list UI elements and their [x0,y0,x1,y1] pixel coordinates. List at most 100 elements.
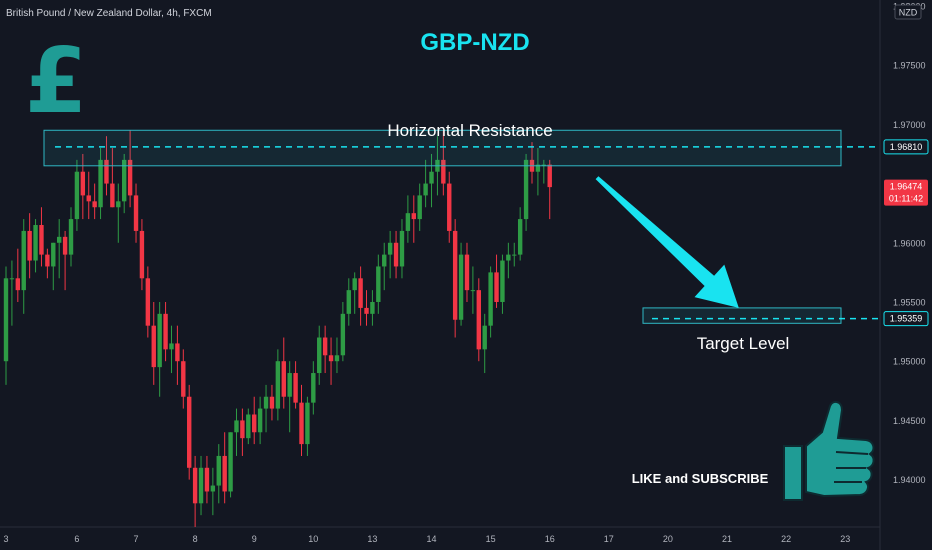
time-tick-label: 9 [252,534,257,544]
candle-body [364,307,369,314]
candle-body [470,290,476,292]
candle-body [340,313,346,356]
candle-body [92,201,97,208]
resistance-zone[interactable] [43,129,842,167]
candle-body [157,313,162,368]
candle-body [181,361,186,397]
arrow-down-right-icon [595,176,739,308]
bar-countdown-text: 01:11:42 [889,194,923,204]
price-tick-label: 1.95000 [893,357,926,367]
candle-body [222,455,227,492]
time-tick-label: 3 [3,534,8,544]
candle-body [547,164,552,188]
time-tick-label: 13 [367,534,377,544]
candle-body [417,195,422,220]
candle-body [68,219,74,255]
candle-body [257,408,263,433]
candle-body [198,467,204,504]
candle-body [506,254,511,261]
price-tick-label: 1.94000 [893,475,926,485]
candle-body [228,432,233,492]
candle-body [39,225,44,255]
candle-body [133,195,139,231]
candle-body [281,361,286,397]
candle-body [275,361,281,409]
candle-body [458,254,464,320]
candle-body [110,183,115,208]
candle-body [387,242,393,255]
candle-body [376,266,381,302]
candle-body [116,201,121,208]
candle-body [51,242,56,267]
time-tick-label: 15 [486,534,496,544]
time-tick-label: 14 [427,534,437,544]
time-tick-label: 7 [134,534,139,544]
time-tick-label: 20 [663,534,673,544]
candle-body [358,278,363,308]
candle-body [423,183,428,196]
candle-body [346,290,351,314]
candle-body [328,355,334,362]
candle-body [494,272,499,302]
price-tick-label: 1.95500 [893,297,926,307]
target-price-tag: 1.95359 [883,311,929,327]
time-tick-label: 16 [545,534,555,544]
candle-body [246,414,251,439]
candle-body [541,164,547,166]
candle-body [122,159,127,202]
thumbs-up-icon [783,400,875,501]
candle-body [56,236,62,243]
price-tick-label: 1.94500 [893,416,926,426]
candle-body [317,337,322,374]
candle-body [287,373,292,397]
candle-body [299,402,304,445]
time-tick-label: 17 [604,534,614,544]
candle-body [517,219,523,255]
currency-badge-label: NZD [899,8,918,18]
time-tick-label: 22 [781,534,791,544]
candle-body [234,420,239,433]
candle-body [464,254,470,291]
candle-body [192,467,198,504]
currency-badge[interactable]: NZD [894,4,922,20]
candle-body [175,343,180,362]
candle-body [352,278,357,291]
candle-body [488,272,493,326]
candle-body [252,414,257,433]
candle-body [169,343,174,350]
candle-body [305,402,310,445]
candle-body [523,159,529,220]
candle-body [27,230,32,261]
time-tick-label: 10 [308,534,318,544]
time-tick-label: 21 [722,534,732,544]
last-price-text: 1.96474 [890,182,923,192]
candle-body [33,225,38,261]
candle-body [98,159,103,208]
resistance-price-text: 1.96810 [890,142,923,152]
resistance-price-tag: 1.96810 [883,139,929,155]
candle-body [322,337,328,356]
candle-body [210,485,216,492]
price-axis[interactable]: 1.940001.945001.950001.955001.960001.965… [893,1,926,485]
candle-body [293,373,298,403]
candle-body [393,242,399,267]
candles-layer [3,130,552,527]
target-label: Target Level [697,334,790,353]
candle-body [151,325,156,368]
candle-body [382,254,387,267]
time-tick-label: 23 [840,534,850,544]
symbol-title[interactable]: British Pound / New Zealand Dollar, 4h, … [6,8,212,19]
candle-body [429,171,434,184]
time-axis[interactable]: 3 6 7 8 9 10 13 14 15 16 17 20 21 22 23 [3,534,850,544]
price-tick-label: 1.96000 [893,238,926,248]
candle-body [80,171,86,196]
candle-body [104,159,109,184]
candle-body [482,325,487,350]
candle-body [269,396,275,409]
candle-body [127,159,133,196]
candle-body [452,230,458,320]
chart-title: GBP-NZD [420,29,529,56]
target-zone[interactable] [642,307,842,324]
